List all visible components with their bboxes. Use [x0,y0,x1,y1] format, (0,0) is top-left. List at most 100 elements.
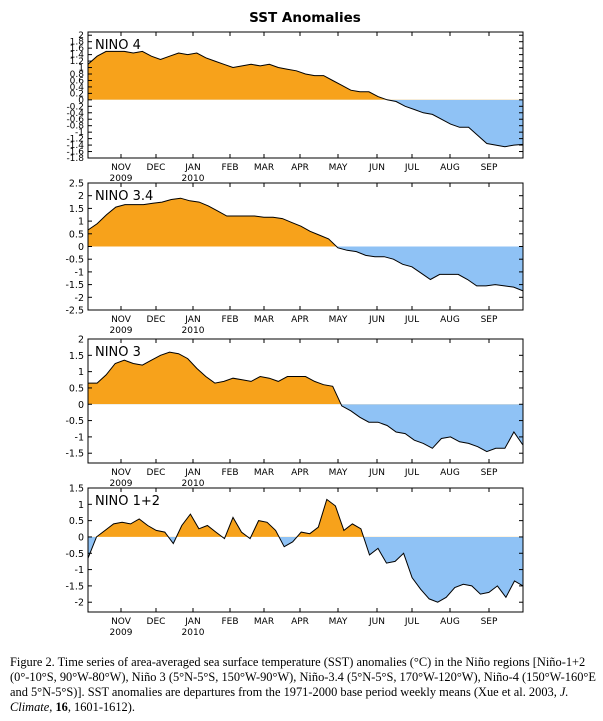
y-tick-label: -2 [75,598,84,609]
y-tick-label: -1.8 [66,154,84,164]
y-tick-label: -0.2 [66,102,84,112]
anomaly-series-line [88,351,524,453]
y-tick-label: 2 [78,191,84,202]
anomaly-series-line [87,197,524,292]
y-tick-label: -0.8 [66,122,84,132]
y-tick-label: 0.6 [70,76,85,86]
x-tick-label: NOV [111,315,132,325]
x-tick-label: FEB [221,163,238,173]
y-tick-label: 0 [78,400,84,411]
x-tick-label: JUL [404,315,419,325]
panel-3: 1.5 1 0.5 0 -0.5 -1 -1.5 -2 NOV DEC JAN FEB MAR APR MA… [65,484,524,638]
y-tick-label: -1.6 [66,148,84,158]
y-tick-label: -1.5 [65,280,84,291]
y-tick-label: -1 [75,128,84,138]
negative-anomaly-area [88,536,523,603]
x-year-label: 2010 [182,326,205,336]
caption-text: Figure 2. Time series of area-averaged s… [10,655,596,699]
y-tick-label: -1.2 [66,135,84,145]
anomaly-series-line [87,50,524,148]
x-tick-label: JUN [368,617,385,627]
x-tick-label: DEC [147,468,166,478]
x-tick-label: JAN [184,315,200,325]
positive-anomaly-area [88,352,342,405]
panel-frame [87,338,524,464]
x-tick-label: JUN [368,315,385,325]
y-tick-label: 1.6 [70,44,85,54]
x-tick-label: JAN [184,163,200,173]
x-year-label: 2010 [182,174,205,184]
x-year-label: 2009 [110,174,133,184]
x-tick-label: MAY [329,468,348,478]
x-tick-label: MAY [329,315,348,325]
x-tick-label: MAR [254,468,274,478]
figure-caption: Figure 2. Time series of area-averaged s… [10,655,598,715]
x-tick-label: APR [291,617,309,627]
y-tick-label: 1.5 [69,484,84,495]
x-year-label: 2009 [110,479,133,489]
x-tick-label: JUL [404,163,419,173]
y-tick-label: 2.5 [69,179,84,190]
panel-region-label: NINO 4 [95,38,141,53]
y-tick-label: -1.5 [65,449,84,460]
x-tick-label: MAR [254,315,274,325]
caption-pages: , 1601-1612). [67,700,135,714]
x-tick-label: MAR [254,617,274,627]
x-tick-label: AUG [440,468,460,478]
x-tick-label: SEP [481,617,498,627]
y-tick-label: 2 [78,31,84,41]
y-tick-label: 1 [78,367,84,378]
panel-region-label: NINO 1+2 [95,494,160,509]
y-tick-label: -2.5 [65,306,84,317]
y-tick-label: -1.4 [66,141,84,151]
y-tick-label: 1.4 [70,51,85,61]
panel-2: 2 1.5 1 0.5 0 -0.5 -1 -1.5 NOV DEC JAN FEB MAR APR MAY… [65,335,524,489]
caption-comma: , [49,700,56,714]
sst-anomalies-figure: SST Anomalies 21.81.61.41.210.80.60.40.2… [65,10,524,638]
x-tick-label: DEC [147,163,166,173]
y-tick-label: -0.5 [65,416,84,427]
x-tick-label: SEP [481,163,498,173]
y-tick-label: -1.5 [65,581,84,592]
y-tick-label: -1 [75,432,84,443]
panel-1: 2.52 1.5 10.5 0 -0.5-1 -1.5 -2 -2.5 NOV DEC JAN FEB… [65,179,524,336]
panel-frame [87,31,524,159]
x-tick-label: MAR [254,163,274,173]
y-tick-label: -0.5 [65,255,84,266]
y-tick-label: 0.5 [69,229,84,240]
y-tick-label: -0.4 [66,109,84,119]
x-tick-label: JUL [404,468,419,478]
y-tick-label: -1 [75,267,84,278]
y-tick-label: 1.2 [70,57,84,67]
y-tick-label: 1 [78,500,84,511]
y-tick-label: 0 [78,242,84,253]
x-tick-label: JAN [184,468,200,478]
x-tick-label: DEC [147,315,166,325]
x-tick-label: JUN [368,468,385,478]
x-tick-label: JUL [404,617,419,627]
x-tick-label: AUG [440,617,460,627]
anomaly-series-line [87,498,524,603]
negative-anomaly-area [88,246,523,291]
x-tick-label: JUN [368,163,385,173]
y-tick-label: -1 [75,565,84,576]
y-tick-label: 0.4 [70,83,85,93]
y-tick-label: -2 [75,293,84,304]
panel-region-label: NINO 3 [95,345,141,360]
x-tick-label: APR [291,163,309,173]
positive-anomaly-area [88,198,523,247]
x-tick-label: NOV [111,468,132,478]
y-tick-label: 1 [78,217,84,228]
x-year-label: 2009 [110,326,133,336]
x-tick-label: DEC [147,617,166,627]
x-tick-label: AUG [440,163,460,173]
positive-anomaly-area [88,51,523,100]
y-tick-label: 0.5 [69,516,84,527]
x-tick-label: SEP [481,468,498,478]
x-tick-label: JAN [184,617,200,627]
x-tick-label: MAY [329,163,348,173]
y-tick-label: 0 [78,96,84,106]
x-tick-label: SEP [481,315,498,325]
panel-0: 21.81.61.41.210.80.60.40.20-0.2-0.4-0.6-… [66,31,524,184]
x-year-label: 2009 [110,628,133,638]
